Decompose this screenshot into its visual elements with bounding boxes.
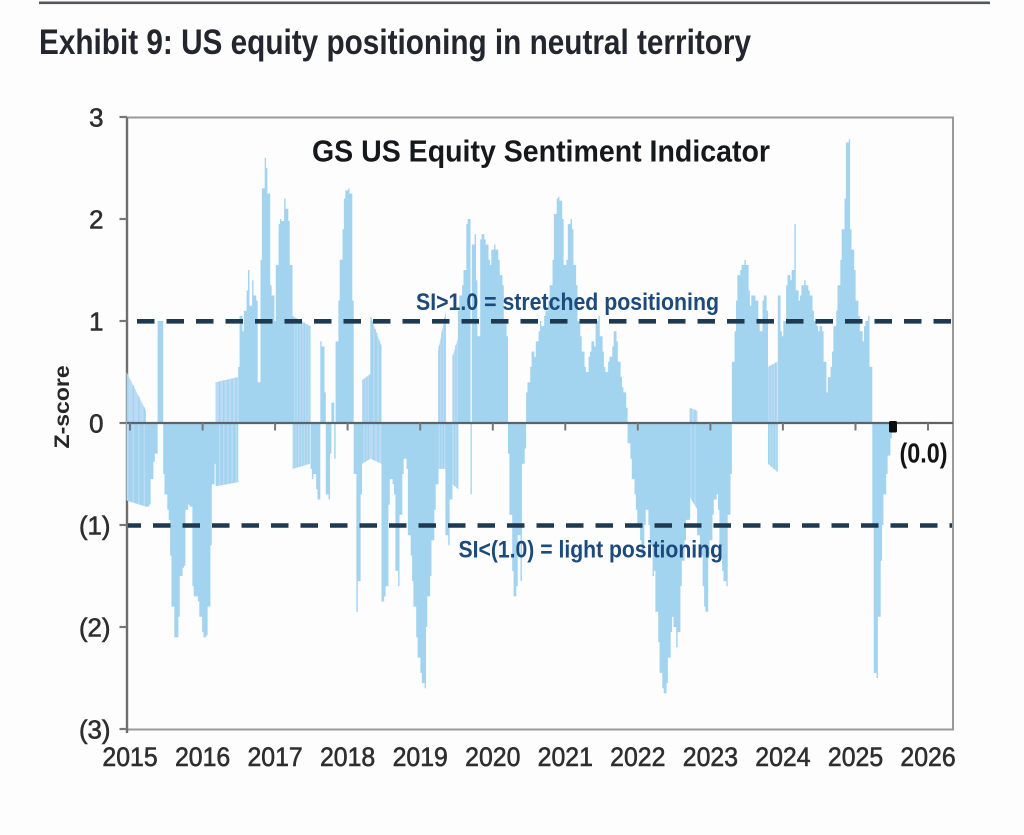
svg-text:3: 3	[89, 104, 103, 132]
svg-text:2020: 2020	[465, 743, 520, 772]
svg-text:2022: 2022	[610, 743, 665, 772]
svg-text:2: 2	[89, 206, 103, 234]
svg-text:2021: 2021	[538, 743, 593, 772]
svg-text:2026: 2026	[900, 743, 955, 772]
svg-text:2017: 2017	[247, 743, 302, 772]
svg-text:SI<(1.0) = light positioning: SI<(1.0) = light positioning	[459, 535, 724, 563]
svg-text:1: 1	[89, 308, 103, 336]
svg-text:2018: 2018	[320, 743, 375, 772]
svg-text:Z-score: Z-score	[50, 365, 74, 448]
svg-text:SI>1.0 = stretched positioning: SI>1.0 = stretched positioning	[416, 288, 719, 316]
svg-text:2024: 2024	[755, 743, 810, 772]
svg-text:0: 0	[89, 410, 103, 438]
svg-text:(2): (2)	[79, 614, 111, 642]
svg-text:2019: 2019	[393, 743, 448, 772]
svg-text:GS US Equity Sentiment Indicat: GS US Equity Sentiment Indicator	[312, 134, 770, 168]
svg-text:2025: 2025	[828, 743, 883, 772]
svg-text:2015: 2015	[102, 743, 157, 772]
svg-text:(1): (1)	[79, 512, 111, 540]
svg-text:2016: 2016	[175, 743, 230, 772]
svg-text:2023: 2023	[683, 743, 738, 772]
svg-text:(0.0): (0.0)	[900, 439, 948, 469]
svg-text:Exhibit 9: US equity positioni: Exhibit 9: US equity positioning in neut…	[39, 22, 752, 62]
svg-text:(3): (3)	[79, 716, 111, 744]
